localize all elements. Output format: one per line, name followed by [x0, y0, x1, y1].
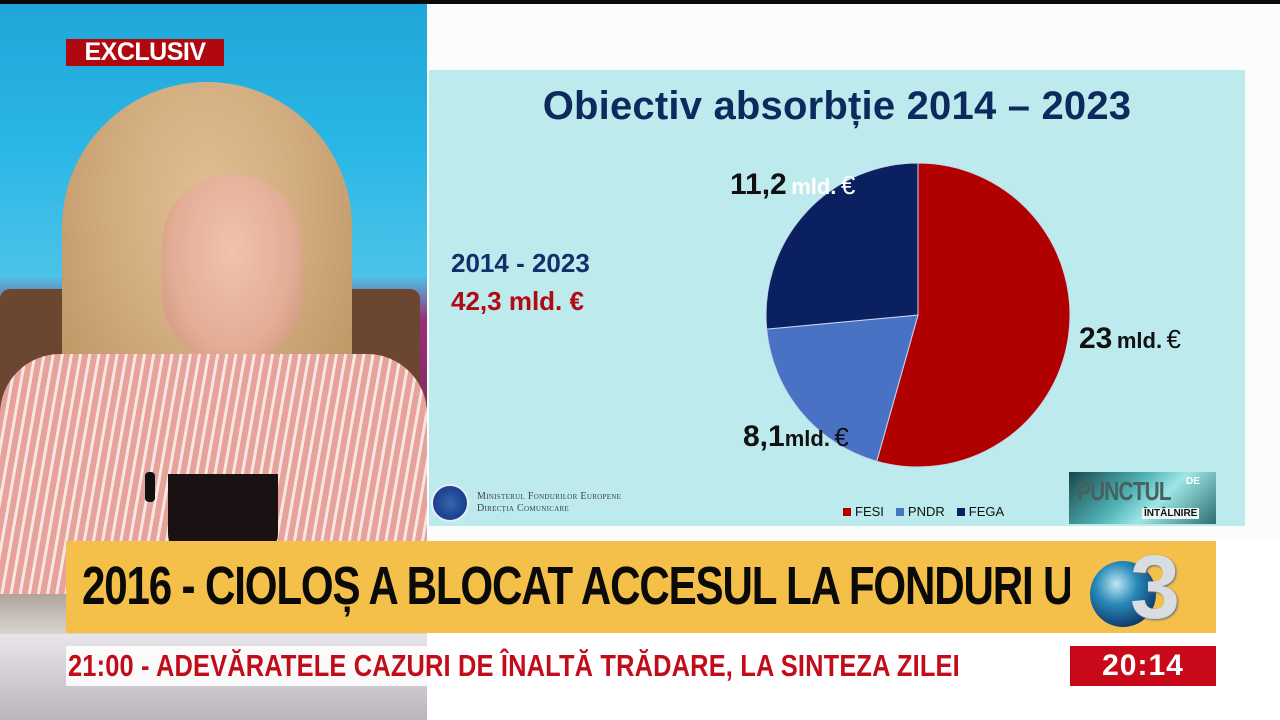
- pie-slice-pndr: [766, 314, 919, 462]
- exclusive-badge: EXCLUSIV: [66, 39, 224, 66]
- show-logo-punctul-de-intalnire: PUNCTUL DE ÎNTÂLNIRE: [1069, 472, 1216, 524]
- antena3-logo: 3: [1070, 538, 1216, 638]
- headline-bar: 2016 - CIOLOȘ A BLOCAT ACCESUL LA FONDUR…: [66, 541, 1100, 633]
- globe-icon: [1090, 561, 1156, 627]
- pie-slice-fesi: [876, 162, 1071, 468]
- headline-text: 2016 - CIOLOȘ A BLOCAT ACCESUL LA FONDUR…: [82, 556, 1100, 616]
- legend-item-fesi: FESI: [843, 504, 884, 519]
- pndr-value-label: 8,1mld. €: [743, 420, 849, 453]
- legend-item-fega: FEGA: [956, 504, 1004, 519]
- total-label: 42,3 mld. €: [451, 286, 584, 316]
- presentation-slide: Obiectiv absorbție 2014 – 2023 2014 - 20…: [429, 70, 1245, 526]
- lapel-mic-icon: [145, 472, 155, 502]
- period-label: 2014 - 2023: [451, 248, 590, 278]
- presenter-shirt: [168, 474, 278, 554]
- pie-slice-fega: [765, 162, 919, 330]
- slide-title: Obiectiv absorbție 2014 – 2023: [542, 84, 1132, 128]
- presenter-face: [162, 174, 302, 364]
- legend-swatch: [843, 507, 851, 516]
- legend-swatch: [895, 507, 904, 516]
- fesi-value-label: 23 mld. €: [1079, 322, 1181, 355]
- legend-item-pndr: PNDR: [895, 504, 945, 519]
- legend-swatch: [956, 507, 965, 516]
- chart-legend: FESI PNDR FEGA: [843, 504, 1004, 519]
- romania-government-crest-icon: [431, 484, 469, 522]
- channel-number: 3: [1130, 538, 1181, 638]
- top-black-strip: [0, 0, 1280, 4]
- pie-chart: [765, 162, 1071, 468]
- ticker-bar: 21:00 - ADEVĂRATELE CAZURI DE ÎNALTĂ TRĂ…: [66, 646, 1054, 686]
- clock: 20:14: [1070, 646, 1216, 686]
- pie-slices: [765, 162, 1071, 468]
- ticker-text: 21:00 - ADEVĂRATELE CAZURI DE ÎNALTĂ TRĂ…: [68, 648, 960, 683]
- ministry-logo: Ministerul Fondurilor Europene Direcția …: [431, 484, 621, 522]
- fega-value-label: 11,2 mld. €: [730, 168, 856, 201]
